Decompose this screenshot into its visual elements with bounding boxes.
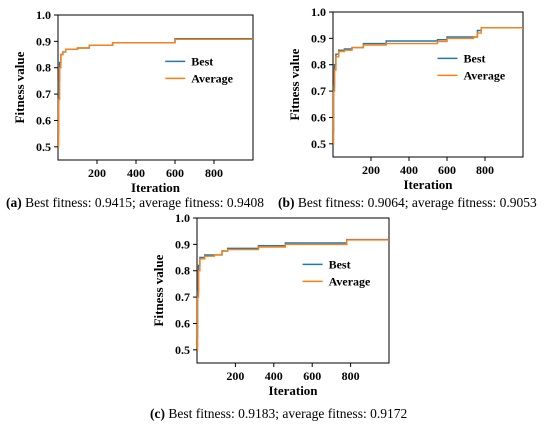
x-tick-label: 800 bbox=[205, 166, 223, 180]
x-tick-label: 600 bbox=[438, 163, 456, 177]
legend-label-best: Best bbox=[329, 257, 351, 271]
x-axis-label: Iteration bbox=[131, 180, 181, 195]
y-tick-label: 0.9 bbox=[175, 237, 190, 251]
chart-panel-b: 0.5 0.6 0.7 0.8 0.9 1.0 200 400 600 800 Iteration F… bbox=[275, 0, 550, 215]
series-line-average bbox=[196, 239, 389, 351]
fitness-chart-b: 0.5 0.6 0.7 0.8 0.9 1.0 200 400 600 800 Iteration F… bbox=[287, 5, 524, 192]
y-tick-label: 0.8 bbox=[36, 61, 51, 75]
y-tick-label: 0.8 bbox=[175, 264, 190, 278]
caption-a: (a) Best fitness: 0.9415; average fitnes… bbox=[6, 195, 264, 211]
plot-frame bbox=[332, 11, 524, 158]
series-line-average bbox=[332, 27, 523, 145]
x-tick-label: 600 bbox=[303, 369, 321, 383]
x-tick-label: 400 bbox=[265, 369, 283, 383]
y-tick-label: 0.9 bbox=[311, 31, 326, 45]
chart-panel-c: 0.5 0.6 0.7 0.8 0.9 1.0 200 400 600 800 Iteration F… bbox=[137, 210, 412, 430]
y-tick-label: 0.6 bbox=[311, 110, 326, 124]
caption-c-letter: (c) bbox=[150, 406, 165, 421]
y-tick-label: 0.5 bbox=[311, 137, 326, 151]
x-tick-label: 800 bbox=[476, 163, 494, 177]
y-tick-label: 0.7 bbox=[36, 87, 51, 101]
plot-frame bbox=[196, 217, 390, 364]
x-tick-label: 400 bbox=[400, 163, 418, 177]
y-tick-label: 1.0 bbox=[175, 211, 190, 225]
legend-label-best: Best bbox=[464, 51, 486, 65]
y-tick-label: 0.8 bbox=[311, 58, 326, 72]
x-axis-label: Iteration bbox=[268, 383, 318, 398]
x-tick-label: 400 bbox=[127, 166, 145, 180]
legend-label-average: Average bbox=[191, 71, 233, 85]
y-axis-label: Fitness value bbox=[12, 51, 27, 123]
x-tick-label: 200 bbox=[226, 369, 244, 383]
y-tick-label: 0.5 bbox=[175, 343, 190, 357]
legend-label-average: Average bbox=[329, 274, 371, 288]
y-axis-label: Fitness value bbox=[287, 48, 302, 120]
caption-b-letter: (b) bbox=[278, 195, 295, 210]
series-line-best bbox=[57, 38, 253, 135]
caption-b-text: Best fitness: 0.9064; average fitness: 0… bbox=[294, 195, 537, 210]
y-tick-label: 0.5 bbox=[36, 140, 51, 154]
y-tick-label: 0.9 bbox=[36, 34, 51, 48]
x-tick-label: 800 bbox=[342, 369, 360, 383]
x-tick-label: 200 bbox=[88, 166, 106, 180]
fitness-chart-a: 0.5 0.6 0.7 0.8 0.9 1.0 200 400 600 800 Iteration F… bbox=[12, 8, 254, 195]
series-line-average bbox=[57, 38, 253, 148]
legend-label-average: Average bbox=[464, 68, 506, 82]
y-tick-label: 0.7 bbox=[175, 290, 190, 304]
plot-frame bbox=[57, 14, 254, 161]
y-tick-label: 0.7 bbox=[311, 84, 326, 98]
x-axis-label: Iteration bbox=[403, 177, 453, 192]
caption-b: (b) Best fitness: 0.9064; average fitnes… bbox=[278, 195, 537, 211]
caption-c: (c) Best fitness: 0.9183; average fitnes… bbox=[150, 406, 407, 422]
caption-c-text: Best fitness: 0.9183; average fitness: 0… bbox=[164, 406, 408, 421]
fitness-chart-c: 0.5 0.6 0.7 0.8 0.9 1.0 200 400 600 800 Iteration F… bbox=[151, 211, 390, 398]
x-tick-label: 200 bbox=[362, 163, 380, 177]
y-axis-label: Fitness value bbox=[151, 254, 166, 326]
x-tick-label: 600 bbox=[166, 166, 184, 180]
y-tick-label: 0.6 bbox=[36, 113, 51, 127]
legend-label-best: Best bbox=[191, 54, 213, 68]
caption-a-letter: (a) bbox=[6, 195, 22, 210]
chart-panel-a: 0.5 0.6 0.7 0.8 0.9 1.0 200 400 600 800 Iteration F… bbox=[0, 0, 275, 215]
y-tick-label: 0.6 bbox=[175, 316, 190, 330]
y-tick-label: 1.0 bbox=[36, 8, 51, 22]
caption-a-text: Best fitness: 0.9415; average fitness: 0… bbox=[21, 195, 264, 210]
y-tick-label: 1.0 bbox=[311, 5, 326, 19]
